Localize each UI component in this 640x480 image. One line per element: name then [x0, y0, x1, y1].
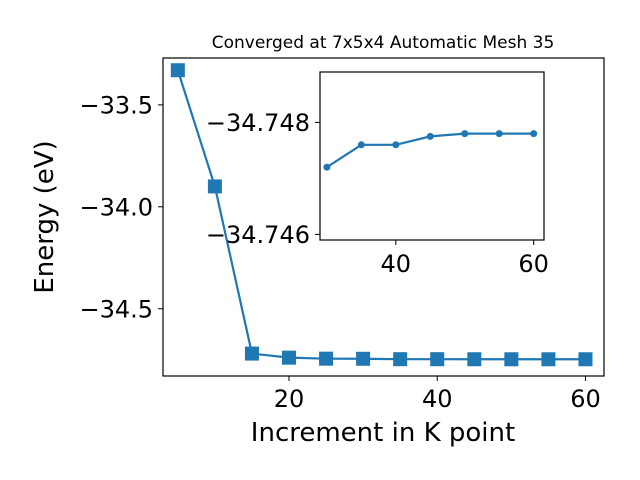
data-point-marker	[319, 351, 334, 366]
x-tick-label: 20	[274, 385, 305, 413]
data-point-marker	[323, 163, 331, 171]
y-tick-label: −34.748	[206, 109, 310, 137]
x-tick-label: 40	[422, 385, 453, 413]
data-point-marker	[541, 352, 556, 367]
y-axis-label: Energy (eV)	[30, 140, 60, 293]
data-point-marker	[495, 130, 503, 138]
inset-background	[320, 72, 544, 240]
inset-plot-frame	[319, 71, 545, 241]
main-plot-frame	[162, 57, 605, 377]
x-tick-label: 60	[518, 250, 549, 278]
inset-series-layer	[323, 130, 538, 171]
main-series-layer	[170, 63, 593, 367]
x-tick-label: 60	[570, 385, 601, 413]
data-point-marker	[504, 352, 519, 367]
data-point-marker	[357, 141, 365, 149]
x-axis-label: Increment in K point	[251, 418, 515, 448]
x-tick-label: 40	[381, 250, 412, 278]
data-point-marker	[392, 141, 400, 149]
y-tick-label: −34.0	[79, 193, 153, 221]
data-point-marker	[356, 351, 371, 366]
inset-chart: 40 60 −34.748 −34.746	[206, 71, 549, 278]
data-point-marker	[426, 132, 434, 140]
data-point-marker	[282, 350, 296, 365]
data-point-marker	[467, 352, 482, 367]
data-point-marker	[244, 346, 259, 361]
data-point-marker	[461, 130, 469, 138]
y-tick-label: −34.5	[79, 295, 153, 323]
data-point-marker	[530, 130, 538, 138]
y-tick-label: −33.5	[79, 92, 153, 120]
data-point-marker	[430, 352, 445, 367]
data-point-marker	[578, 352, 593, 367]
main-ticks-layer: 20 40 60 −33.5 −34.0 −34.5	[79, 92, 600, 413]
inset-ticks-layer: 40 60 −34.748 −34.746	[206, 109, 549, 278]
data-point-marker	[207, 179, 222, 194]
chart-title: Converged at 7x5x4 Automatic Mesh 35	[212, 33, 555, 53]
y-tick-label: −34.746	[206, 221, 310, 249]
data-point-marker	[393, 352, 408, 367]
main-chart: Converged at 7x5x4 Automatic Mesh 35 20 4…	[30, 33, 605, 448]
data-point-marker	[170, 63, 185, 78]
